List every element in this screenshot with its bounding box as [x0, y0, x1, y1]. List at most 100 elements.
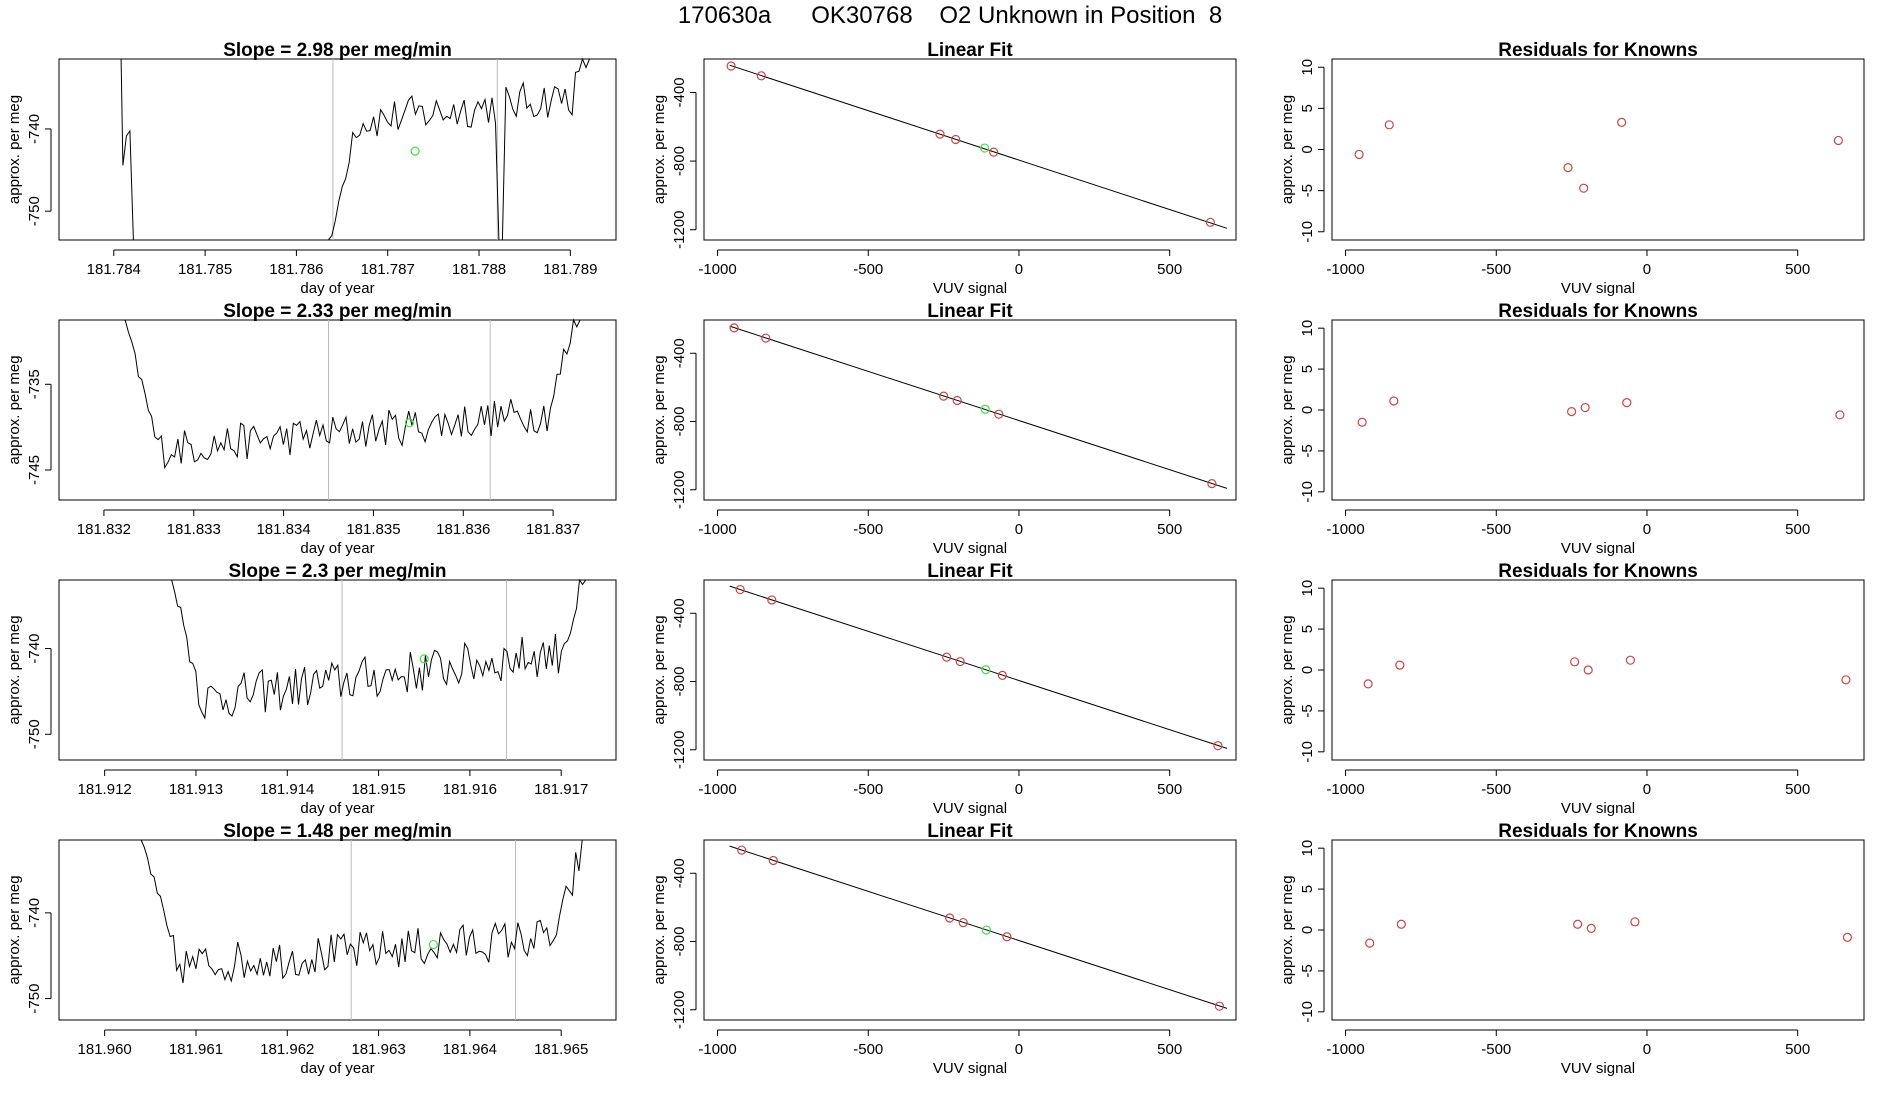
known-point — [952, 395, 962, 406]
y-tick-label: -5 — [1299, 444, 1316, 457]
x-tick-label: 500 — [1157, 1041, 1182, 1058]
y-tick-label: -10 — [1299, 221, 1316, 243]
residual-point — [1622, 398, 1632, 408]
y-tick-label: -400 — [671, 858, 688, 888]
x-tick-label: 181.835 — [346, 521, 400, 538]
panel-2-1 — [690, 58, 1237, 256]
panel-1-2 — [45, 318, 617, 516]
y-tick-label: -400 — [671, 77, 688, 107]
x-tick-label: 181.960 — [78, 1041, 132, 1058]
known-point — [768, 855, 778, 866]
x-tick-label: 181.964 — [443, 1041, 497, 1058]
y-tick-label: 5 — [1299, 365, 1316, 373]
x-tick-label: 181.917 — [534, 781, 588, 798]
known-point — [939, 391, 949, 401]
panel-title: Slope = 2.3 per meg/min — [228, 561, 446, 582]
panel-1-1 — [45, 57, 617, 256]
x-tick-label: -500 — [1481, 521, 1511, 538]
x-tick-label: -500 — [1481, 781, 1511, 798]
known-point — [994, 409, 1004, 419]
x-tick-label: 0 — [1643, 261, 1651, 278]
known-point — [942, 652, 952, 662]
panel-3-2 — [1318, 319, 1865, 516]
x-tick-label: 181.833 — [167, 521, 221, 538]
panel-3-4 — [1318, 839, 1865, 1036]
plot-box — [703, 58, 1237, 241]
known-point — [767, 595, 777, 605]
known-point — [737, 845, 747, 855]
x-tick-label: 181.837 — [526, 521, 580, 538]
residual-point — [1354, 149, 1364, 160]
x-tick-label: -1000 — [1326, 521, 1364, 538]
residual-point — [1625, 655, 1636, 665]
x-tick-label: -500 — [853, 521, 883, 538]
known-point — [756, 71, 766, 81]
x-tick-label: 181.914 — [260, 781, 314, 798]
panel-title: Slope = 1.48 per meg/min — [223, 821, 452, 842]
page-title: 170630a OK30768 O2 Unknown in Position 8 — [677, 2, 1223, 29]
y-axis-label: approx. per meg — [1279, 615, 1296, 724]
x-tick-label: 0 — [1015, 781, 1023, 798]
y-tick-label: -745 — [26, 455, 43, 485]
residual-point — [1586, 923, 1596, 933]
x-tick-label: 0 — [1643, 521, 1651, 538]
x-tick-label: 181.784 — [87, 261, 141, 278]
x-tick-label: 181.789 — [543, 261, 597, 278]
plot-box — [703, 579, 1237, 761]
x-tick-label: -1000 — [1326, 1041, 1364, 1058]
y-tick-label: -800 — [671, 927, 688, 957]
y-tick-label: -800 — [671, 667, 688, 697]
x-axis-label: VUV signal — [1561, 1060, 1635, 1077]
y-tick-label: -10 — [1299, 741, 1316, 763]
x-axis-label: day of year — [300, 1060, 374, 1077]
y-tick-label: 5 — [1299, 885, 1316, 893]
y-axis-label: approx. per meg — [6, 615, 23, 724]
y-axis-label: approx. per meg — [1279, 355, 1296, 464]
y-tick-label: -1200 — [671, 471, 688, 509]
data-trace — [120, 57, 607, 241]
known-point — [955, 656, 965, 667]
x-tick-label: -500 — [853, 1041, 883, 1058]
y-axis-label: approx. per meg — [6, 875, 23, 984]
panel-title: Residuals for Knowns — [1498, 40, 1698, 61]
x-tick-label: 500 — [1157, 781, 1182, 798]
plot-box — [1331, 579, 1865, 761]
fit-line — [729, 64, 1228, 229]
x-tick-label: -500 — [853, 261, 883, 278]
x-tick-label: 181.786 — [269, 261, 323, 278]
panel-title: Residuals for Knowns — [1498, 821, 1698, 842]
y-tick-label: -750 — [26, 196, 43, 226]
plot-box — [1331, 839, 1865, 1021]
y-tick-label: 0 — [1299, 926, 1316, 934]
y-tick-label: 10 — [1299, 840, 1316, 857]
x-tick-label: -1000 — [698, 261, 736, 278]
y-tick-label: 5 — [1299, 625, 1316, 633]
panel-title: Slope = 2.98 per meg/min — [223, 40, 452, 61]
panel-1-3 — [45, 578, 617, 776]
y-axis-label: approx. per meg — [6, 355, 23, 464]
panel-title: Linear Fit — [927, 561, 1013, 582]
y-axis-label: approx. per meg — [651, 355, 668, 464]
residual-point — [1630, 917, 1640, 927]
x-tick-label: 181.832 — [77, 521, 131, 538]
unknown-point — [980, 404, 990, 414]
data-trace — [168, 578, 589, 720]
x-axis-label: VUV signal — [1561, 800, 1635, 817]
x-axis-label: VUV signal — [1561, 540, 1635, 557]
x-tick-label: 181.965 — [534, 1041, 588, 1058]
x-tick-label: 0 — [1643, 781, 1651, 798]
y-tick-label: 10 — [1299, 320, 1316, 337]
y-tick-label: 10 — [1299, 580, 1316, 597]
residual-point — [1617, 117, 1627, 127]
residual-point — [1842, 932, 1853, 942]
x-tick-label: 181.788 — [452, 261, 506, 278]
y-tick-label: -1200 — [671, 731, 688, 769]
x-axis-label: day of year — [300, 540, 374, 557]
panel-2-2 — [690, 319, 1237, 516]
panel-1-4 — [45, 839, 617, 1036]
y-tick-label: 0 — [1299, 145, 1316, 153]
x-tick-label: 181.962 — [260, 1041, 314, 1058]
y-tick-label: -800 — [671, 407, 688, 437]
x-tick-label: -500 — [1481, 1041, 1511, 1058]
